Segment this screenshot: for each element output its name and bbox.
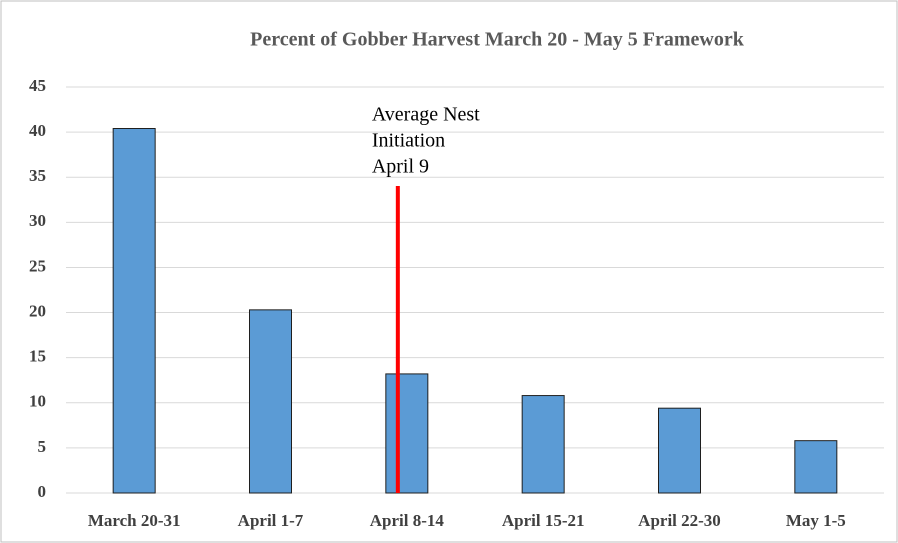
y-tick-label: 0	[38, 482, 47, 501]
bar	[385, 373, 429, 494]
bar	[658, 407, 701, 494]
x-tick-label: April 22-30	[638, 511, 721, 530]
y-tick-label: 30	[29, 211, 46, 230]
x-tick-label: May 1-5	[786, 511, 846, 530]
y-tick-label: 5	[38, 437, 47, 456]
bar	[794, 440, 838, 494]
y-tick-label: 40	[29, 121, 46, 140]
x-tick-label: March 20-31	[88, 511, 181, 530]
x-tick-label: April 1-7	[238, 511, 304, 530]
annotation-text: Initiation	[372, 130, 445, 152]
y-tick-label: 45	[29, 76, 46, 95]
chart-title: Percent of Gobber Harvest March 20 - May…	[250, 29, 745, 51]
annotation-text: April 9	[372, 156, 429, 178]
y-tick-label: 35	[29, 166, 46, 185]
y-tick-label: 15	[29, 347, 46, 366]
bar	[521, 395, 565, 494]
bar	[249, 309, 292, 494]
y-tick-label: 25	[29, 256, 46, 275]
y-tick-label: 20	[29, 301, 46, 320]
x-tick-label: April 8-14	[370, 511, 445, 530]
annotation-text: Average Nest	[372, 104, 480, 126]
x-tick-label: April 15-21	[502, 511, 585, 530]
y-tick-label: 10	[29, 392, 46, 411]
bar	[112, 128, 156, 494]
